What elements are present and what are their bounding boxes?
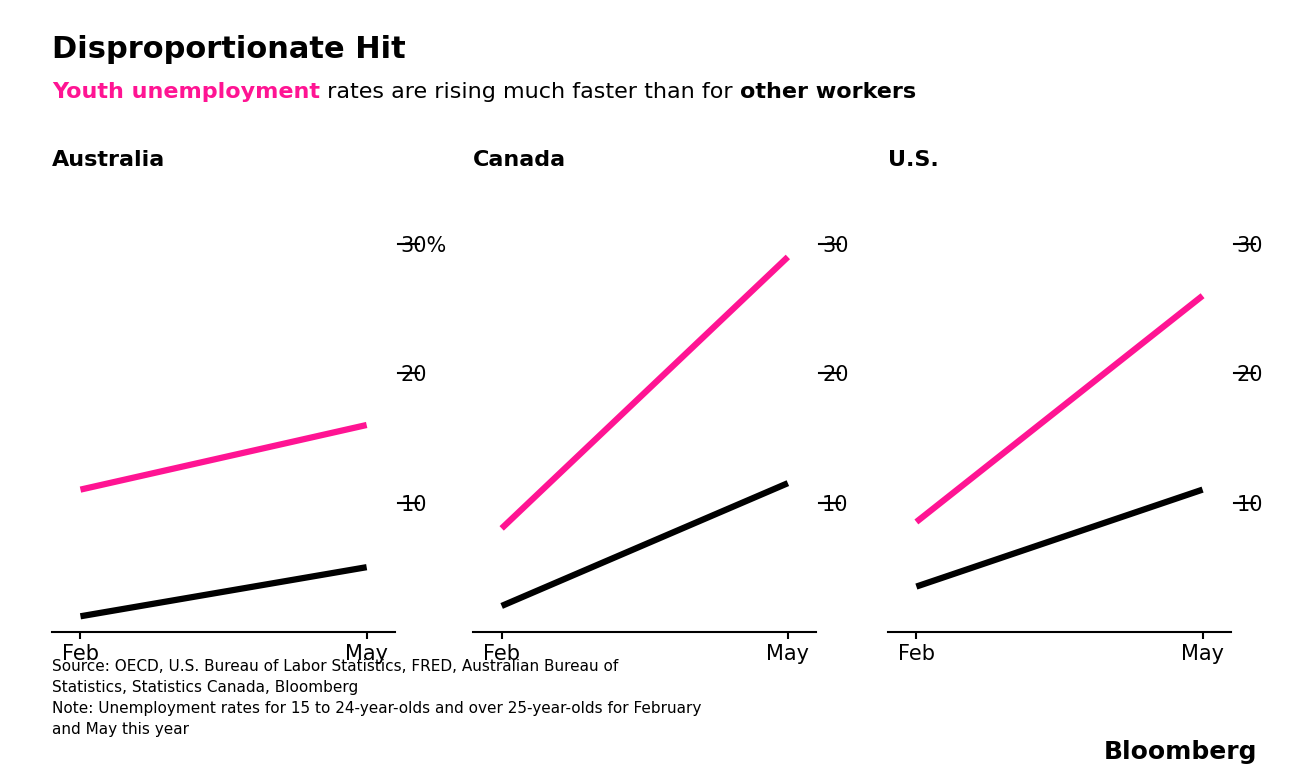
Text: rates are rising much faster than for: rates are rising much faster than for	[320, 82, 740, 102]
Text: Bloomberg: Bloomberg	[1104, 740, 1257, 764]
Text: Australia: Australia	[52, 150, 165, 169]
Text: Disproportionate Hit: Disproportionate Hit	[52, 35, 406, 64]
Text: Canada: Canada	[473, 150, 566, 169]
Text: U.S.: U.S.	[888, 150, 938, 169]
Text: Youth unemployment: Youth unemployment	[52, 82, 320, 102]
Text: Source: OECD, U.S. Bureau of Labor Statistics, FRED, Australian Bureau of
Statis: Source: OECD, U.S. Bureau of Labor Stati…	[52, 659, 701, 737]
Text: other workers: other workers	[740, 82, 916, 102]
